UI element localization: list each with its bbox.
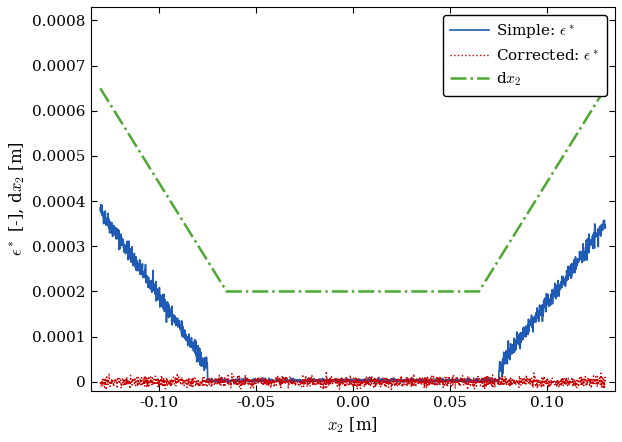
Corrected: $\epsilon^*$: (-0.00332, 5.47e-06): $\epsilon^*$: (-0.00332, 5.47e-06) xyxy=(343,377,350,382)
Simple: $\epsilon^*$: (0.123, 0.000309): $\epsilon^*$: (0.123, 0.000309) xyxy=(587,240,595,245)
Y-axis label: $\epsilon^*$ [-], d$x_2$ [m]: $\epsilon^*$ [-], d$x_2$ [m] xyxy=(7,141,27,256)
Simple: $\epsilon^*$: (-0.13, 0.000393): $\epsilon^*$: (-0.13, 0.000393) xyxy=(97,202,104,207)
d$x_2$ xyxy=(329,289,337,294)
d$x_2$ xyxy=(494,258,502,263)
Simple: $\epsilon^*$: (-0.00345, 1.96e-06): $\epsilon^*$: (-0.00345, 1.96e-06) xyxy=(342,378,350,384)
Corrected: $\epsilon^*$: (0.13, 2.16e-06): $\epsilon^*$: (0.13, 2.16e-06) xyxy=(601,378,609,384)
Corrected: $\epsilon^*$: (-0.0102, 4.47e-06): $\epsilon^*$: (-0.0102, 4.47e-06) xyxy=(329,377,337,382)
Corrected: $\epsilon^*$: (0.123, -3.58e-06): $\epsilon^*$: (0.123, -3.58e-06) xyxy=(587,381,595,386)
Line: Simple: $\epsilon^*$: Simple: $\epsilon^*$ xyxy=(100,204,605,382)
Corrected: $\epsilon^*$: (0.075, -4.99e-06): $\epsilon^*$: (0.075, -4.99e-06) xyxy=(494,381,502,387)
Simple: $\epsilon^*$: (0.0444, 9.14e-09): $\epsilon^*$: (0.0444, 9.14e-09) xyxy=(435,379,443,385)
d$x_2$ xyxy=(601,86,609,91)
Line: Corrected: $\epsilon^*$: Corrected: $\epsilon^*$ xyxy=(100,371,605,390)
d$x_2$ xyxy=(96,86,104,91)
Simple: $\epsilon^*$: (-0.117, 0.000287): $\epsilon^*$: (-0.117, 0.000287) xyxy=(123,249,130,255)
Corrected: $\epsilon^*$: (0.123, -1.43e-05): $\epsilon^*$: (0.123, -1.43e-05) xyxy=(587,385,595,391)
Corrected: $\epsilon^*$: (-0.117, 6.75e-06): $\epsilon^*$: (-0.117, 6.75e-06) xyxy=(123,376,130,381)
Legend: Simple: $\epsilon^*$, Corrected: $\epsilon^*$, d$x_2$: Simple: $\epsilon^*$, Corrected: $\epsil… xyxy=(443,15,608,96)
d$x_2$ xyxy=(342,289,350,294)
Simple: $\epsilon^*$: (-0.13, 0.000385): $\epsilon^*$: (-0.13, 0.000385) xyxy=(96,205,104,210)
d$x_2$ xyxy=(587,109,595,114)
Simple: $\epsilon^*$: (0.075, 4.85e-06): $\epsilon^*$: (0.075, 4.85e-06) xyxy=(494,377,502,382)
d$x_2$ xyxy=(123,127,130,132)
Line: d$x_2$: d$x_2$ xyxy=(100,88,605,291)
Corrected: $\epsilon^*$: (-0.127, -1.81e-05): $\epsilon^*$: (-0.127, -1.81e-05) xyxy=(103,387,110,392)
Corrected: $\epsilon^*$: (-0.0136, 2.36e-05): $\epsilon^*$: (-0.0136, 2.36e-05) xyxy=(323,369,330,374)
Simple: $\epsilon^*$: (-0.0103, 3.22e-06): $\epsilon^*$: (-0.0103, 3.22e-06) xyxy=(329,377,337,383)
Simple: $\epsilon^*$: (0.123, 0.000304): $\epsilon^*$: (0.123, 0.000304) xyxy=(587,242,595,247)
Simple: $\epsilon^*$: (0.13, 0.000343): $\epsilon^*$: (0.13, 0.000343) xyxy=(601,225,609,230)
d$x_2$ xyxy=(587,109,595,114)
d$x_2$ xyxy=(223,289,230,294)
Corrected: $\epsilon^*$: (-0.13, -4.05e-06): $\epsilon^*$: (-0.13, -4.05e-06) xyxy=(96,381,104,386)
X-axis label: $x_2$ [m]: $x_2$ [m] xyxy=(327,415,378,435)
